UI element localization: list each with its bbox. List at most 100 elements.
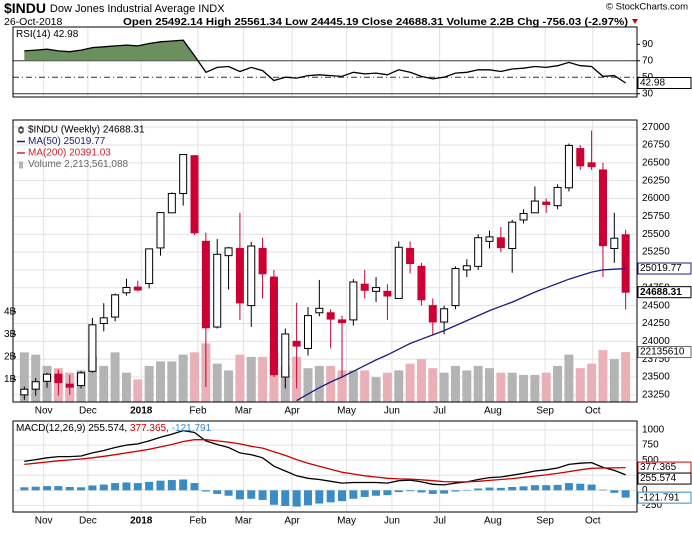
y-tick-label: 24000: [642, 336, 670, 347]
histogram-bar: [428, 490, 437, 494]
legend-label: 255.574,: [88, 423, 127, 434]
candle-body: [315, 307, 324, 314]
legend-label: -121.791: [172, 423, 212, 434]
x-tick-label: Jun: [384, 406, 400, 417]
x-tick-label: Aug: [484, 516, 502, 527]
candle-body: [133, 286, 142, 291]
panel-title: RSI(14) 42.98: [16, 29, 79, 40]
y2-tick-label: 2B: [4, 352, 17, 363]
copyright: © StockCharts.com: [606, 2, 688, 13]
volume-bar: [19, 352, 29, 402]
y-tick-label: 25500: [642, 229, 670, 240]
candle-body: [281, 333, 290, 378]
histogram-bar: [269, 490, 278, 505]
panel-frame: [12, 26, 638, 98]
candle-body: [406, 248, 415, 264]
histogram-bar: [519, 486, 528, 491]
volume-bar: [416, 359, 426, 402]
volume-bar: [99, 365, 109, 402]
volume-bar: [224, 370, 234, 402]
volume-bar: [609, 359, 619, 402]
volume-bar: [473, 365, 483, 402]
histogram-bar: [462, 490, 471, 491]
panel-title: MACD(12,26,9): [16, 423, 85, 434]
histogram-bar: [326, 490, 335, 503]
candle-body: [65, 383, 74, 388]
candle-body: [496, 237, 505, 249]
volume-bar: [519, 374, 529, 402]
y-tick-label: 26250: [642, 175, 670, 186]
histogram-bar: [145, 481, 154, 491]
volume-bar: [258, 356, 268, 402]
volume-bar: [360, 370, 370, 402]
x-tick-label: 2018: [130, 406, 153, 417]
candle-body: [111, 294, 120, 318]
y2-tick-label: 1B: [4, 374, 17, 385]
y-tick-label: 24250: [642, 318, 670, 329]
volume-bar: [371, 377, 381, 402]
x-tick-label: Sep: [536, 406, 554, 417]
candle-body: [338, 319, 347, 324]
y-tick-label: 90: [642, 39, 654, 50]
volume-bar: [155, 361, 165, 402]
histogram-bar: [598, 489, 607, 491]
histogram-bar: [315, 490, 324, 504]
volume-bar: [303, 368, 313, 402]
value-box: [637, 346, 692, 359]
candle-body: [553, 186, 562, 207]
histogram-bar: [383, 490, 392, 496]
volume-bar: [110, 352, 120, 402]
histogram-bar: [542, 485, 551, 491]
candle-body: [485, 236, 494, 242]
candle-body: [474, 237, 483, 267]
candle-body: [303, 315, 312, 349]
x-tick-label: May: [337, 406, 356, 417]
header-quote: Open 25492.14 High 25561.34 Low 24445.19…: [123, 16, 628, 28]
candle-body: [122, 286, 131, 294]
histogram-bar: [190, 483, 199, 491]
histogram-bar: [508, 486, 517, 491]
volume-bar: [507, 372, 517, 402]
histogram-bar: [292, 490, 301, 507]
histogram-bar: [20, 487, 29, 491]
volume-bar: [405, 363, 415, 402]
histogram-bar: [213, 490, 222, 494]
y-tick-label: -250: [642, 500, 662, 511]
y-tick-label: 26750: [642, 140, 670, 151]
panel: Nov Dec 2018 Feb Mar Apr May Jun Jul Aug Sep Oct -25…: [12, 420, 692, 527]
histogram-bar: [111, 483, 120, 491]
value-box-label: 255.574: [640, 473, 677, 484]
series-line: [24, 429, 626, 486]
legend-label: $INDU (Weekly) 24688.31: [28, 125, 145, 136]
overbought-fill: [24, 40, 626, 61]
y-tick-label: 500: [642, 455, 659, 466]
histogram-bar: [372, 490, 381, 496]
candle-body: [88, 324, 97, 372]
histogram-bar: [485, 487, 494, 491]
volume-bar: [564, 354, 574, 402]
x-tick-label: Oct: [585, 406, 601, 417]
series-line: [296, 267, 626, 402]
histogram-bar: [65, 486, 74, 491]
histogram-bar: [621, 490, 630, 498]
legend-icon: [19, 161, 23, 169]
candle-body: [247, 245, 256, 307]
candle-body: [530, 200, 539, 214]
candle-body: [383, 290, 392, 297]
histogram-bar: [303, 490, 312, 506]
value-box-label: 24688.31: [640, 287, 682, 298]
volume-bar: [212, 363, 222, 402]
volume-bar: [496, 372, 506, 402]
y-tick-label: 25250: [642, 247, 670, 258]
series-line: [24, 439, 626, 483]
volume-bar: [541, 372, 551, 402]
volume-bar: [485, 368, 495, 402]
histogram-bar: [156, 480, 165, 491]
candle-body: [54, 373, 63, 384]
volume-bar: [144, 365, 154, 402]
y-tick-label: 750: [642, 440, 659, 451]
histogram-bar: [440, 490, 449, 494]
histogram-bar: [349, 490, 358, 499]
